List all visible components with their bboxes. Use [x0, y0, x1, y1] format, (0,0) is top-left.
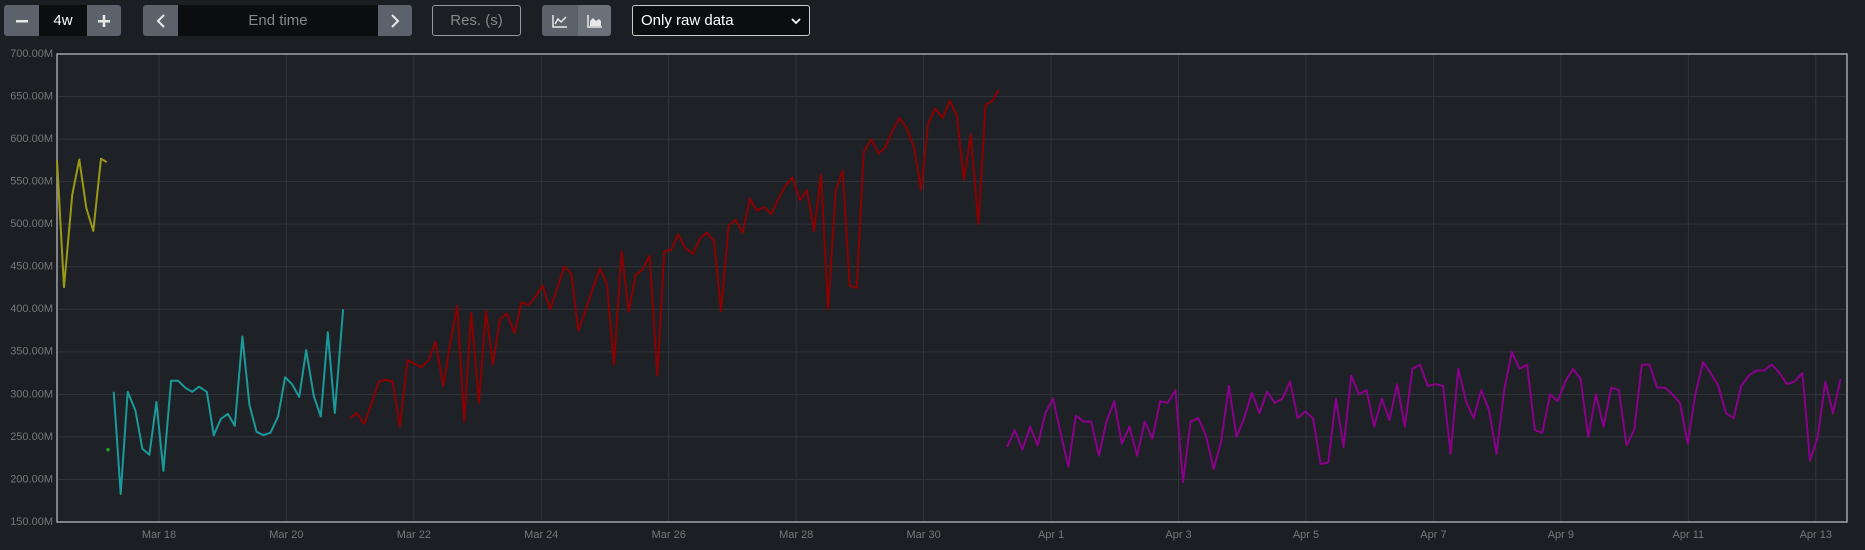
x-tick-label: Mar 20	[269, 529, 303, 541]
series-line	[56, 157, 108, 289]
data-point	[106, 447, 110, 452]
y-tick-label: 700.00M	[10, 48, 53, 60]
range-input[interactable]: 4w	[39, 5, 87, 36]
zoom-in-button[interactable]	[87, 5, 121, 36]
data-select[interactable]: Only raw data	[632, 5, 810, 36]
resolution-input[interactable]: Res. (s)	[432, 5, 521, 36]
x-tick-label: Apr 1	[1038, 529, 1064, 541]
series-line	[112, 309, 345, 495]
x-tick-label: Mar 24	[524, 529, 558, 541]
y-tick-label: 450.00M	[10, 261, 53, 273]
y-tick-label: 550.00M	[10, 176, 53, 188]
y-tick-label: 500.00M	[10, 218, 53, 230]
x-tick-label: Mar 26	[652, 529, 686, 541]
prev-button[interactable]	[143, 5, 178, 36]
x-tick-label: Mar 30	[907, 529, 941, 541]
y-tick-label: 400.00M	[10, 303, 53, 315]
x-tick-label: Apr 3	[1165, 529, 1191, 541]
x-tick-label: Apr 9	[1548, 529, 1574, 541]
x-tick-label: Mar 18	[142, 529, 176, 541]
plot-border	[56, 53, 1848, 523]
series-line	[349, 89, 1000, 428]
minus-icon	[15, 19, 28, 22]
area-icon	[586, 14, 602, 28]
x-tick-label: Apr 13	[1800, 529, 1832, 541]
select-label: Only raw data	[641, 12, 734, 29]
line-chart-button[interactable]	[542, 5, 578, 36]
y-tick-label: 650.00M	[10, 90, 53, 102]
dropdown-arrow	[791, 17, 801, 24]
zoom-out-button[interactable]	[4, 5, 39, 36]
y-tick-label: 300.00M	[10, 388, 53, 400]
y-tick-label: 150.00M	[10, 516, 53, 528]
x-tick-label: Apr 7	[1420, 529, 1446, 541]
series-line	[1006, 350, 1842, 483]
x-tick-label: Mar 28	[779, 529, 813, 541]
y-tick-label: 600.00M	[10, 133, 53, 145]
y-tick-label: 200.00M	[10, 473, 53, 485]
plot-background	[57, 54, 1847, 522]
stacked-chart-button[interactable]	[578, 5, 611, 36]
next-button[interactable]	[378, 5, 412, 36]
line-icon	[552, 14, 567, 28]
y-tick-label: 350.00M	[10, 346, 53, 358]
chevron-left-icon	[156, 13, 165, 28]
y-tick-label: 250.00M	[10, 431, 53, 443]
plus-icon	[98, 14, 110, 27]
chevron-right-icon	[391, 13, 400, 28]
end-time-input[interactable]: End time	[178, 5, 378, 36]
x-tick-label: Apr 5	[1293, 529, 1319, 541]
x-tick-label: Mar 22	[397, 529, 431, 541]
x-tick-label: Apr 11	[1673, 529, 1705, 541]
